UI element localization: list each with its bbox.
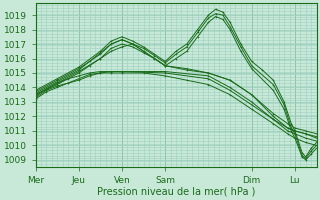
- X-axis label: Pression niveau de la mer( hPa ): Pression niveau de la mer( hPa ): [97, 187, 255, 197]
